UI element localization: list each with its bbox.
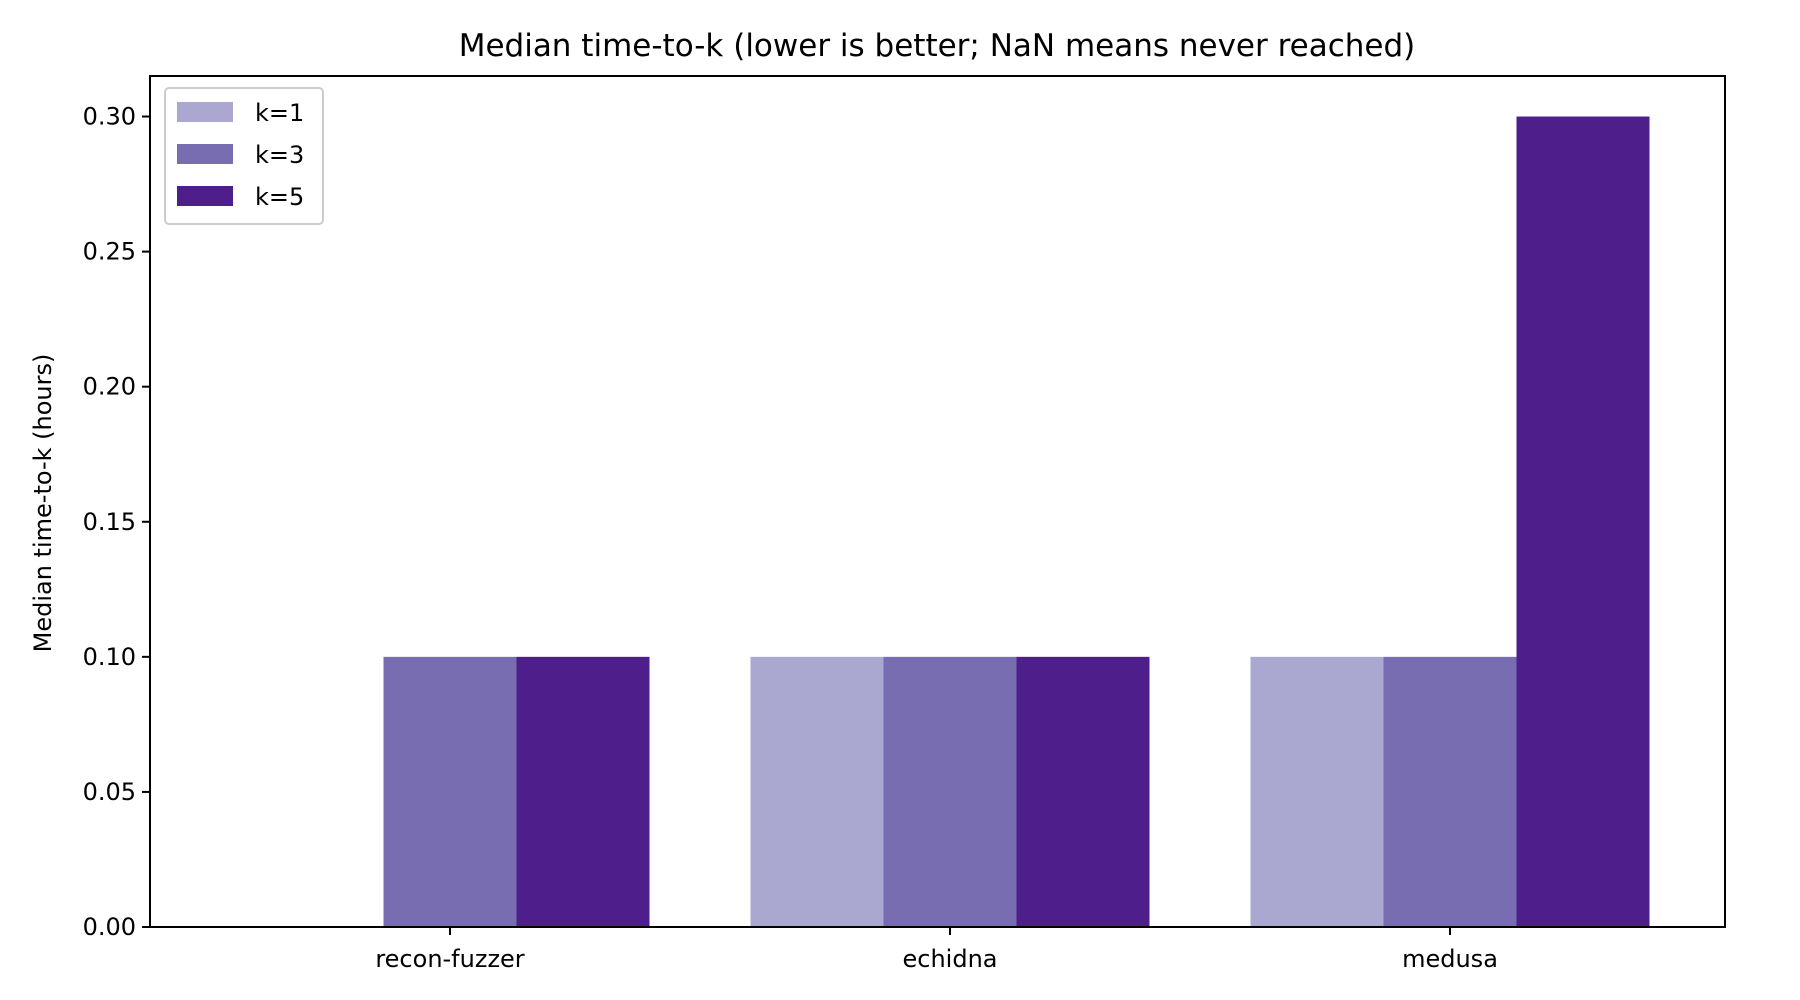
y-tick-label: 0.30 — [83, 103, 136, 131]
bar-echidna-k=5 — [1016, 656, 1150, 927]
legend-label-k=3: k=3 — [255, 141, 304, 169]
bar-medusa-k=3 — [1383, 656, 1517, 927]
y-axis: 0.00 0.05 0.10 0.15 0.20 0.25 0.30 — [83, 103, 150, 941]
y-axis-label: Median time-to-k (hours) — [29, 354, 57, 653]
chart-title: Median time-to-k (lower is better; NaN m… — [459, 28, 1416, 64]
legend-swatch-k=3 — [177, 144, 233, 164]
bar-medusa-k=1 — [1250, 656, 1384, 927]
legend-swatch-k=5 — [177, 186, 233, 206]
x-tick-label: echidna — [903, 945, 998, 973]
x-axis: recon-fuzzerechidnamedusafoundry — [375, 927, 1498, 973]
legend-swatch-k=1 — [177, 102, 233, 122]
y-tick-label: 0.00 — [83, 913, 136, 941]
bar-echidna-k=3 — [883, 656, 1017, 927]
y-tick-label: 0.10 — [83, 643, 136, 671]
legend-label-k=5: k=5 — [255, 183, 304, 211]
x-tick-label: medusa — [1402, 945, 1498, 973]
plot-frame — [149, 75, 1726, 928]
bar-medusa-k=5 — [1516, 116, 1650, 928]
legend-label-k=1: k=1 — [255, 99, 304, 127]
y-tick-label: 0.25 — [83, 238, 136, 266]
bar-recon-fuzzer-k=5 — [516, 656, 650, 927]
bars-group — [383, 116, 1650, 928]
x-tick-label: recon-fuzzer — [375, 945, 524, 973]
legend: k=1 k=3 k=5 — [164, 87, 324, 225]
y-tick-label: 0.05 — [83, 778, 136, 806]
bar-echidna-k=1 — [750, 656, 884, 927]
y-tick-label: 0.15 — [83, 508, 136, 536]
bar-recon-fuzzer-k=3 — [383, 656, 517, 927]
y-tick-label: 0.20 — [83, 373, 136, 401]
